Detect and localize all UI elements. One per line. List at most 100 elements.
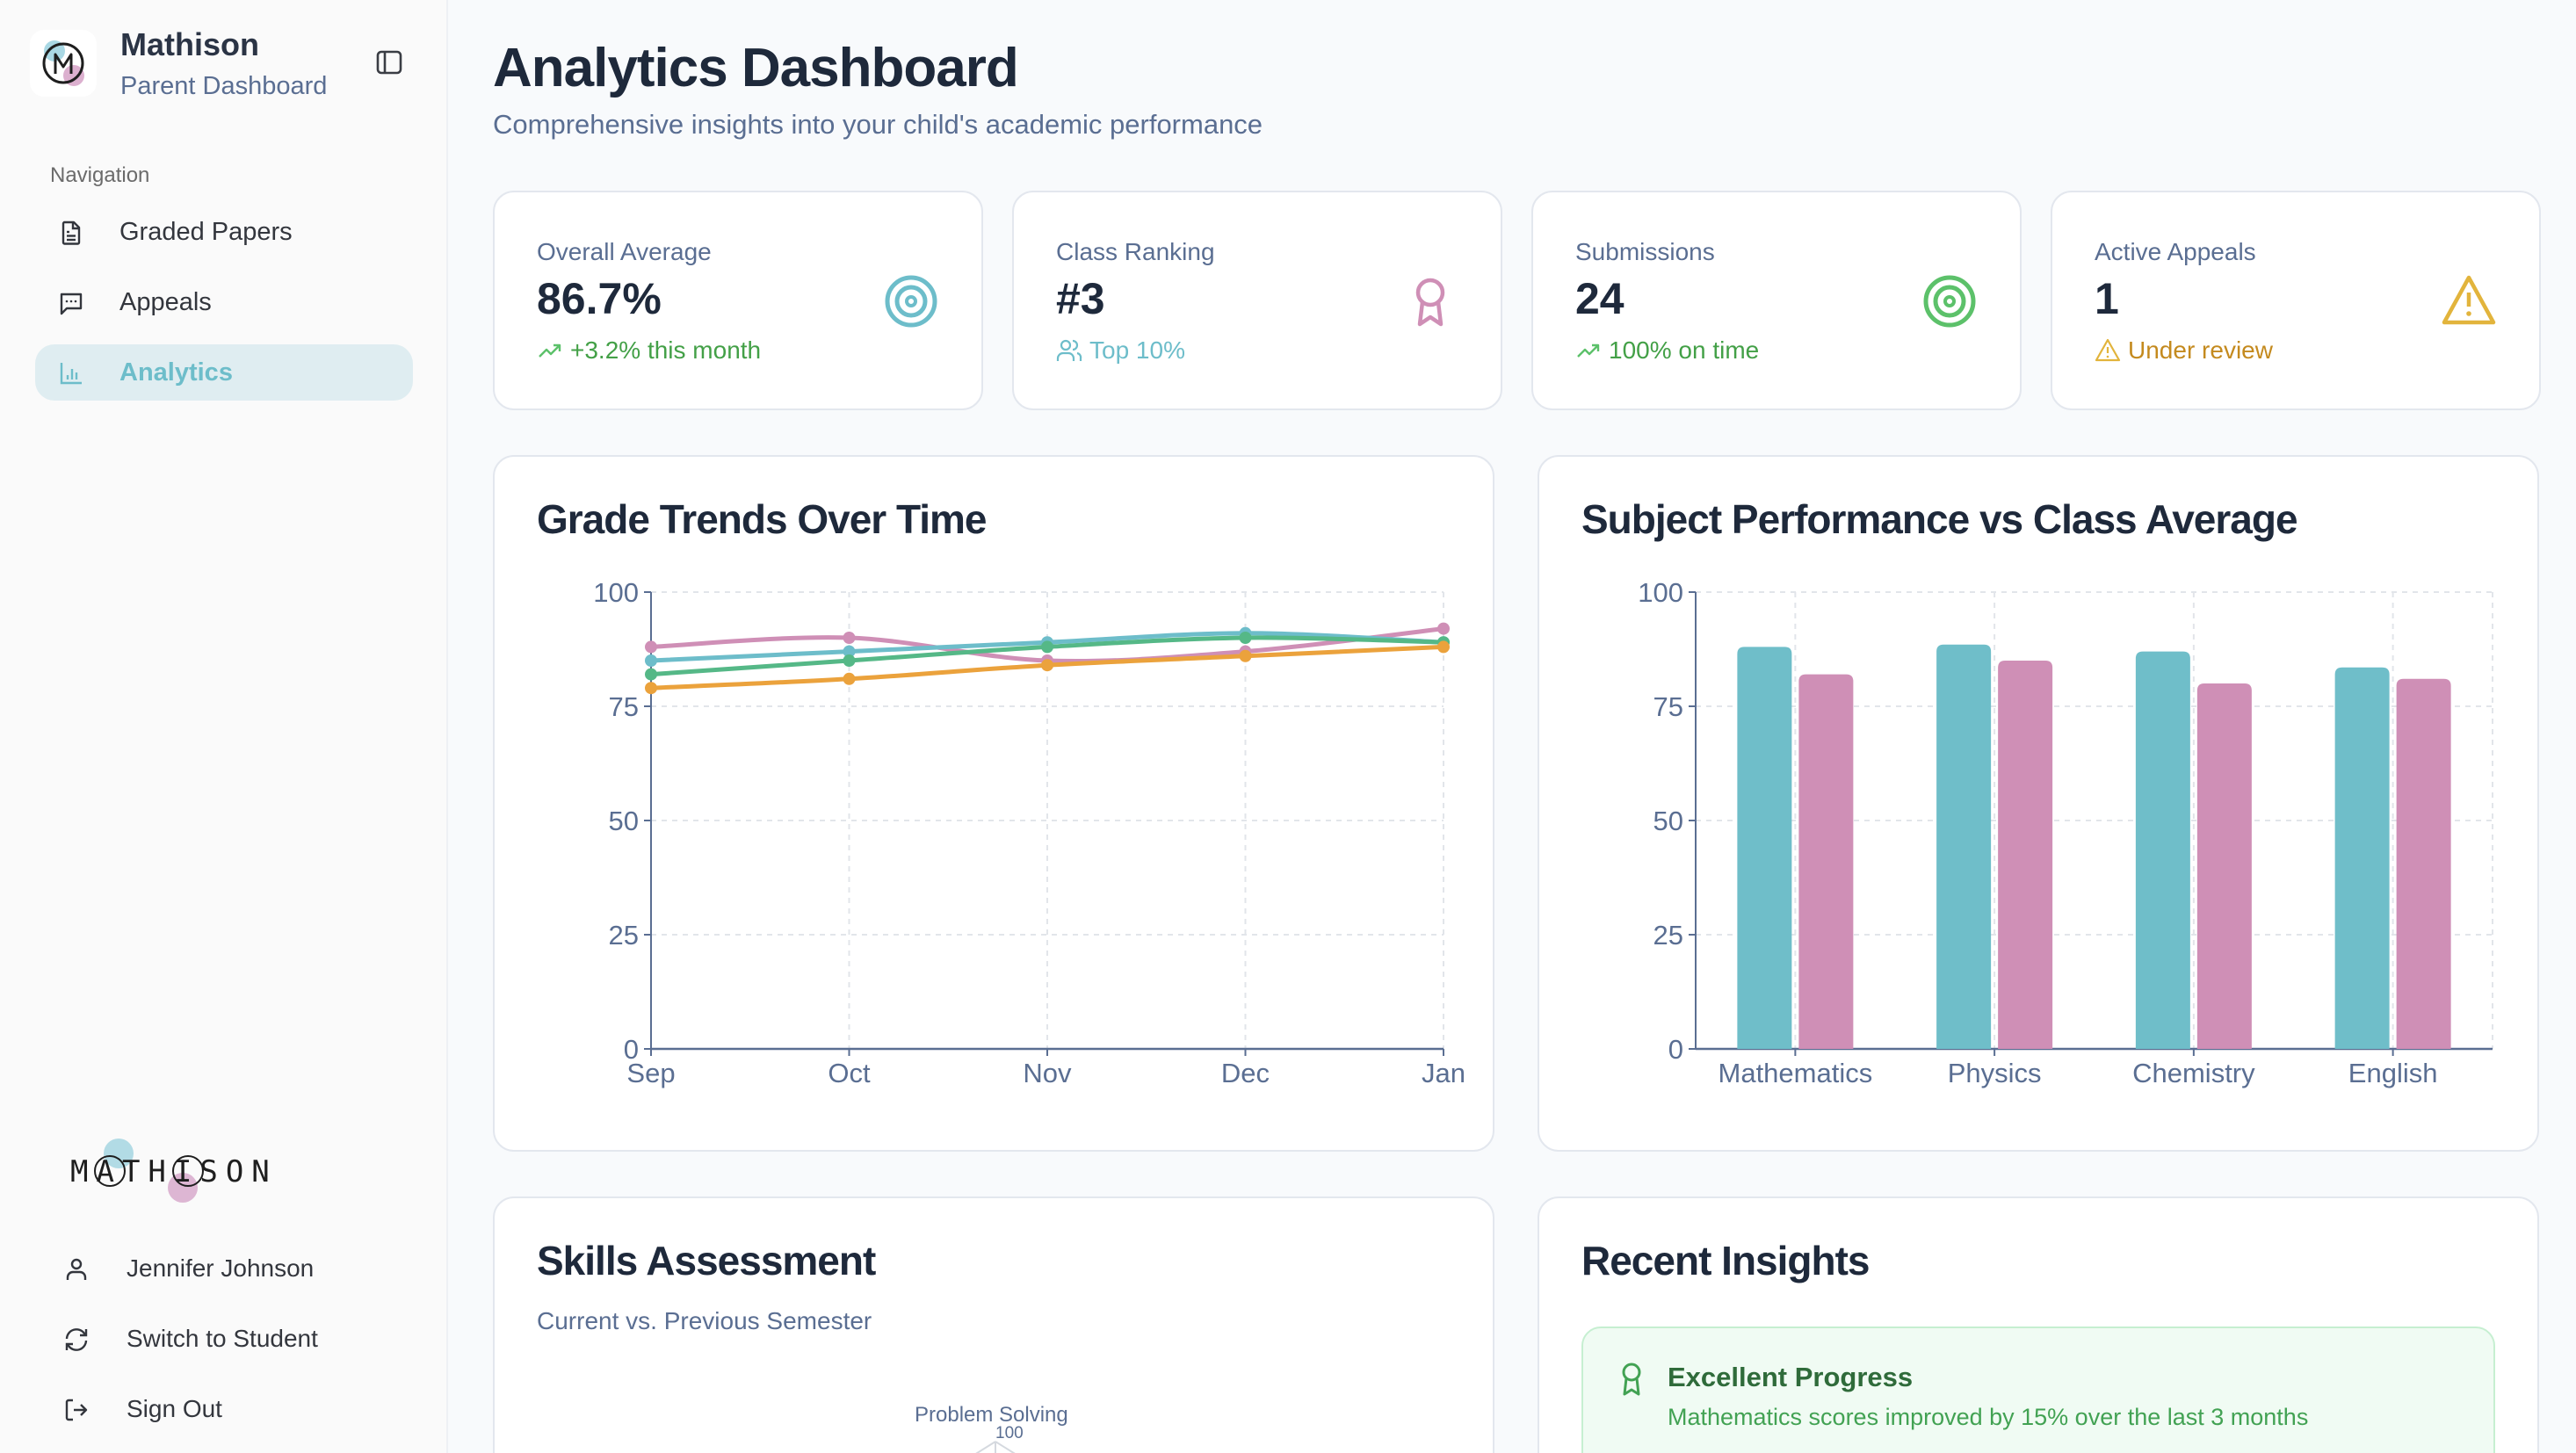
data-point-0-0 (645, 640, 657, 654)
stat-card-submissions: Submissions 24 100% on time (1531, 191, 2022, 410)
brand-logo (30, 30, 97, 97)
alert-triangle-icon (2095, 338, 2121, 362)
users-icon (1056, 339, 1082, 361)
navigation-label: Navigation (50, 163, 150, 187)
log-out-icon (65, 1399, 88, 1421)
message-square-icon (60, 293, 83, 315)
y-tick-label: 100 (1638, 577, 1683, 608)
wordmark-logo-icon: MATHISON (70, 1139, 278, 1203)
data-point-1-0 (645, 654, 657, 667)
alert-triangle-icon (2442, 275, 2496, 325)
bar-mathematics-0 (1737, 647, 1792, 1049)
bar-chart-icon (60, 363, 82, 385)
insight-item: Excellent Progress Mathematics scores im… (1581, 1326, 2495, 1453)
trending-up-icon (1577, 343, 1600, 358)
data-point-3-3 (1239, 649, 1252, 662)
toggle-sidebar-button[interactable] (376, 49, 402, 76)
sidebar-item-label: Graded Papers (119, 217, 293, 246)
y-tick-label: 75 (609, 691, 639, 722)
data-point-3-0 (645, 682, 657, 695)
bar-physics-0 (1936, 644, 1992, 1049)
stat-note: +3.2% this month (537, 336, 761, 365)
data-point-0-1 (843, 632, 856, 644)
stat-value: 24 (1575, 274, 1624, 323)
brand-subtitle: Parent Dashboard (120, 72, 328, 100)
user-profile-button[interactable]: Jennifer Johnson (53, 1246, 404, 1295)
sidebar-item-label: Analytics (119, 358, 233, 387)
award-icon (1622, 1363, 1641, 1396)
skills-title: Skills Assessment (537, 1238, 876, 1283)
bar-english-1 (2396, 678, 2451, 1049)
x-tick-label: Sep (626, 1058, 675, 1088)
main-content: Analytics Dashboard Comprehensive insigh… (450, 0, 2576, 1453)
stat-note: 100% on time (1575, 336, 1759, 365)
page-title: Analytics Dashboard (493, 38, 1019, 98)
sign-out-label: Sign Out (127, 1395, 222, 1422)
y-tick-label: 50 (1653, 806, 1683, 836)
panel-left-icon (376, 50, 402, 75)
stat-card-active-appeals: Active Appeals 1 Under review (2051, 191, 2541, 410)
radar-tick-label: 100 (995, 1424, 1024, 1442)
data-point-2-0 (645, 668, 657, 681)
sidebar: Mathison Parent Dashboard Navigation Gra… (0, 0, 448, 1453)
stat-label: Submissions (1575, 238, 1715, 265)
data-point-3-4 (1437, 640, 1450, 654)
stat-value: #3 (1056, 274, 1105, 323)
skills-subtitle: Current vs. Previous Semester (537, 1307, 872, 1334)
radar-grid (975, 1441, 1016, 1453)
recent-insights-card: Recent Insights Excellent Progress Mathe… (1538, 1196, 2539, 1453)
award-icon (1415, 278, 1445, 327)
stat-note-text: 100% on time (1609, 336, 1760, 364)
sidebar-item-analytics[interactable]: Analytics (35, 344, 413, 401)
x-tick-label: Oct (828, 1058, 871, 1088)
user-name: Jennifer Johnson (127, 1254, 315, 1282)
y-tick-label: 0 (624, 1034, 639, 1065)
sidebar-item-graded-papers[interactable]: Graded Papers (35, 204, 413, 260)
bar-chemistry-1 (2196, 683, 2252, 1049)
file-text-icon (62, 220, 81, 245)
data-point-1-1 (843, 645, 856, 658)
sidebar-item-appeals[interactable]: Appeals (35, 274, 413, 330)
x-tick-label: English (2348, 1058, 2438, 1088)
data-point-2-3 (1239, 632, 1252, 644)
mathison-logo-icon (42, 40, 84, 86)
subject-performance-chart: 0 25 50 75 100 Mathematics Physics Chemistry Eng… (1638, 577, 2493, 1088)
bar-chemistry-0 (2135, 651, 2190, 1049)
stat-note-text: +3.2% this month (570, 336, 762, 364)
stat-note-text: Under review (2128, 336, 2273, 364)
bar-mathematics-1 (1798, 674, 1854, 1049)
refresh-icon (65, 1328, 88, 1351)
stat-card-class-ranking: Class Ranking #3 Top 10% (1012, 191, 1502, 410)
x-tick-label: Nov (1023, 1058, 1072, 1088)
user-icon (66, 1258, 87, 1280)
grade-trends-chart: 0 25 50 75 100 Sep Oct Nov Dec Jan (593, 577, 1465, 1088)
wordmark-text: MATHISON (70, 1154, 278, 1189)
data-point-0-4 (1437, 622, 1450, 635)
stat-note: Top 10% (1056, 336, 1185, 365)
stat-label: Active Appeals (2095, 238, 2256, 265)
stat-value: 86.7% (537, 274, 662, 323)
target-icon (885, 275, 937, 328)
page-subtitle: Comprehensive insights into your child's… (493, 109, 1263, 140)
bar-english-0 (2334, 667, 2390, 1049)
chart-title: Grade Trends Over Time (537, 496, 987, 542)
data-point-2-1 (843, 654, 856, 667)
sidebar-item-label: Appeals (119, 287, 212, 316)
stat-label: Overall Average (537, 238, 712, 265)
subject-performance-card: Subject Performance vs Class Average 0 25… (1538, 455, 2539, 1152)
trending-up-icon (539, 343, 561, 358)
skills-assessment-card: Skills Assessment Current vs. Previous S… (493, 1196, 1494, 1453)
radar-axis-label: Problem Solving (915, 1403, 1068, 1427)
bar-physics-1 (1998, 661, 2053, 1049)
grade-trends-card: Grade Trends Over Time 0 25 50 75 100 Sep Oct N… (493, 455, 1494, 1152)
y-tick-label: 0 (1668, 1034, 1683, 1065)
stat-label: Class Ranking (1056, 238, 1215, 265)
switch-to-student-button[interactable]: Switch to Student (53, 1316, 404, 1365)
stat-note: Under review (2095, 336, 2273, 365)
x-tick-label: Mathematics (1719, 1058, 1873, 1088)
insight-text: Mathematics scores improved by 15% over … (1668, 1404, 2309, 1430)
sign-out-button[interactable]: Sign Out (53, 1386, 404, 1435)
x-tick-label: Jan (1422, 1058, 1465, 1088)
y-tick-label: 50 (609, 806, 639, 836)
y-tick-label: 25 (1653, 920, 1683, 951)
